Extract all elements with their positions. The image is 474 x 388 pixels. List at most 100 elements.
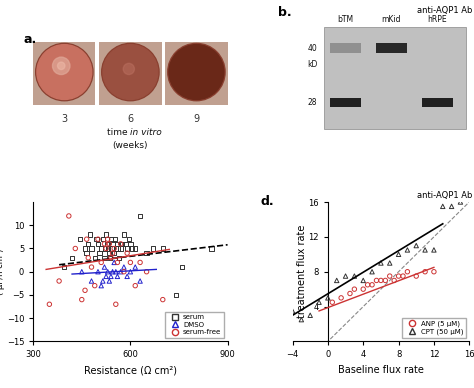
Point <box>106 241 113 247</box>
Text: hRPE: hRPE <box>428 15 447 24</box>
Point <box>81 287 89 293</box>
Point <box>86 231 94 237</box>
Point <box>96 250 103 256</box>
Point <box>395 251 402 257</box>
Point <box>83 236 91 242</box>
Point <box>109 241 116 247</box>
Point <box>84 255 92 261</box>
Point <box>373 277 380 284</box>
Point <box>112 268 119 275</box>
Bar <box>421 98 453 107</box>
Circle shape <box>168 43 225 101</box>
Point <box>149 245 157 251</box>
Point <box>315 299 323 305</box>
Bar <box>329 43 362 53</box>
Point <box>131 245 139 251</box>
Text: (weeks): (weeks) <box>113 141 148 150</box>
Point <box>127 241 134 247</box>
Point <box>107 273 115 279</box>
Point <box>404 247 411 253</box>
Bar <box>324 27 466 129</box>
Point <box>109 268 116 275</box>
Point <box>55 278 63 284</box>
Point <box>421 247 429 253</box>
Point <box>137 259 144 265</box>
Point <box>65 213 73 219</box>
Text: a.: a. <box>24 33 37 46</box>
Point <box>109 250 116 256</box>
Point <box>117 241 125 247</box>
Point <box>98 282 105 289</box>
Point <box>368 268 376 275</box>
Text: 40: 40 <box>308 43 317 52</box>
Point <box>359 286 367 292</box>
Point <box>98 259 105 265</box>
Legend: ANP (5 μM), CPT (50 μM): ANP (5 μM), CPT (50 μM) <box>402 318 466 338</box>
Point <box>46 301 53 307</box>
Text: 9: 9 <box>193 114 200 124</box>
Point <box>178 264 186 270</box>
Point <box>101 245 109 251</box>
Point <box>128 245 136 251</box>
Point <box>81 245 89 251</box>
Point <box>377 277 385 284</box>
Point <box>122 241 129 247</box>
Point <box>131 282 139 289</box>
Point <box>324 295 332 301</box>
Point <box>306 312 314 319</box>
Point <box>115 255 123 261</box>
Point <box>333 277 340 284</box>
Point <box>439 203 447 210</box>
Point <box>91 255 99 261</box>
Point <box>113 241 120 247</box>
Circle shape <box>123 63 135 74</box>
Text: 3: 3 <box>61 114 67 124</box>
Point <box>104 245 111 251</box>
Point <box>123 250 131 256</box>
Point <box>131 264 139 270</box>
Point <box>208 245 215 251</box>
Point <box>120 268 128 275</box>
Point <box>104 268 111 275</box>
Point <box>289 308 296 314</box>
Y-axis label: Baseline flux rate
( μl /h cm²): Baseline flux rate ( μl /h cm²) <box>0 235 5 309</box>
Point <box>120 231 128 237</box>
Circle shape <box>102 43 159 101</box>
Point <box>430 247 438 253</box>
Point <box>107 255 115 261</box>
Point <box>103 241 111 247</box>
Point <box>114 259 121 265</box>
Point <box>386 260 393 266</box>
Point <box>94 241 102 247</box>
Point <box>364 282 372 288</box>
Point <box>404 268 411 275</box>
Text: anti-AQP1 Ab: anti-AQP1 Ab <box>418 191 473 200</box>
Text: d.: d. <box>261 195 274 208</box>
Point <box>107 255 114 261</box>
Circle shape <box>36 43 93 101</box>
Text: bTM: bTM <box>337 15 354 24</box>
Text: mKid: mKid <box>382 15 401 24</box>
Bar <box>375 43 408 53</box>
Point <box>100 264 108 270</box>
Point <box>102 273 110 279</box>
Point <box>391 277 398 284</box>
Point <box>84 241 92 247</box>
Point <box>110 250 118 256</box>
Point <box>137 213 144 219</box>
Point <box>172 292 180 298</box>
Point <box>107 236 115 242</box>
Point <box>98 245 105 251</box>
Y-axis label: treatment flux rate: treatment flux rate <box>297 225 307 319</box>
Point <box>412 242 420 249</box>
Point <box>125 236 133 242</box>
Point <box>456 199 464 205</box>
Point <box>159 296 166 303</box>
Circle shape <box>169 45 224 99</box>
Text: 6: 6 <box>128 114 134 124</box>
Point <box>104 236 111 242</box>
Text: b.: b. <box>278 6 292 19</box>
Point <box>421 268 429 275</box>
Point <box>100 255 108 261</box>
Point <box>112 301 119 307</box>
